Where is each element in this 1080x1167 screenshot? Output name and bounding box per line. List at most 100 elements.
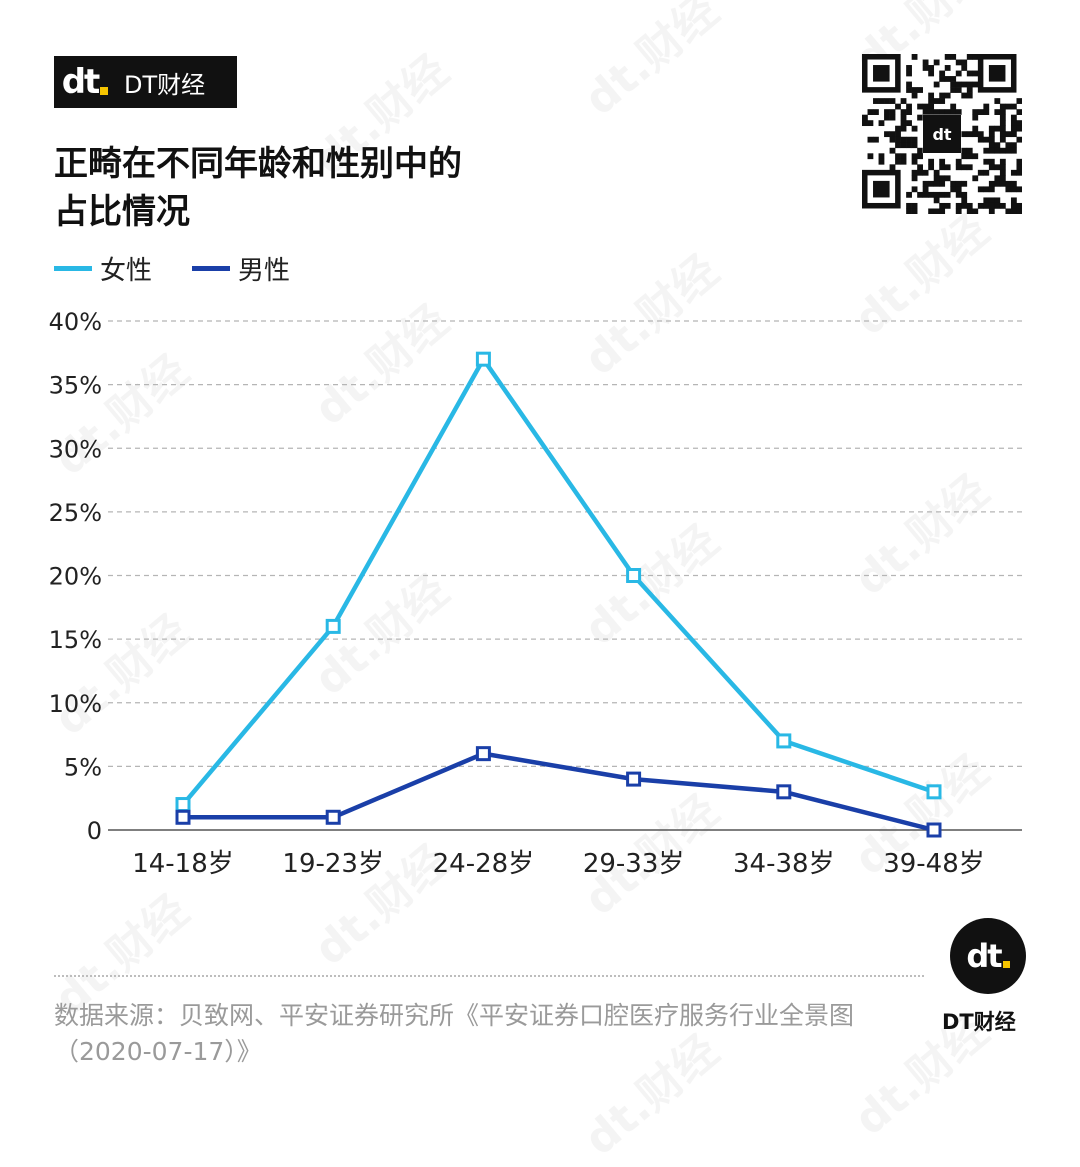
qr-module — [884, 109, 890, 115]
data-point-male — [626, 771, 642, 787]
chart-title-line-2: 占比情况 — [54, 192, 190, 232]
qr-module — [988, 186, 995, 193]
legend-label-female: 女性 — [100, 256, 153, 286]
legend-label-male: 男性 — [238, 256, 291, 286]
qr-module — [939, 70, 946, 77]
qr-module — [906, 70, 912, 77]
qr-module — [867, 153, 874, 160]
qr-module — [917, 164, 923, 171]
qr-module — [906, 103, 912, 110]
qr-module — [939, 208, 946, 214]
qr-module — [966, 147, 973, 154]
qr-module — [999, 180, 1006, 187]
qr-module — [878, 153, 885, 160]
qr-module — [911, 169, 918, 176]
qr-module — [999, 120, 1006, 127]
qr-module — [889, 114, 896, 121]
qr-module — [950, 81, 957, 88]
qr-module — [911, 158, 918, 165]
qr-module — [955, 109, 962, 115]
qr-module — [911, 92, 918, 99]
legend-swatch-female — [54, 266, 92, 271]
series-line-female — [181, 356, 935, 807]
qr-module — [972, 208, 979, 214]
footer-divider — [54, 975, 924, 977]
qr-module — [977, 109, 984, 115]
qr-module — [862, 120, 868, 127]
qr-module — [994, 125, 1001, 132]
qr-module — [1016, 98, 1022, 104]
legend-item-female: 女性 — [54, 250, 152, 287]
qr-module — [917, 103, 923, 110]
qr-module — [1016, 202, 1022, 209]
qr-module — [955, 191, 962, 198]
qr-module — [889, 164, 896, 171]
qr-module — [977, 136, 984, 143]
data-point-male — [776, 784, 792, 800]
qr-module — [900, 142, 907, 149]
qr-module — [867, 136, 874, 143]
qr-module — [884, 114, 890, 121]
qr-module — [972, 81, 979, 88]
qr-module — [928, 70, 935, 77]
qr-module — [983, 197, 990, 204]
qr-module — [977, 202, 984, 209]
qr-module — [961, 131, 968, 138]
y-tick-label: 10% — [49, 690, 102, 718]
qr-module — [1010, 186, 1017, 193]
qr-module — [928, 208, 935, 214]
y-tick-label: 40% — [49, 308, 102, 336]
qr-module — [999, 169, 1006, 176]
qr-module — [917, 191, 923, 198]
qr-module — [972, 153, 979, 160]
qr-module — [955, 59, 962, 66]
qr-module — [983, 158, 990, 165]
qr-module — [999, 125, 1006, 132]
qr-module — [961, 202, 968, 209]
qr-module — [1010, 202, 1017, 209]
qr-module — [961, 147, 968, 154]
qr-module — [922, 103, 929, 110]
qr-module — [939, 158, 946, 165]
qr-module — [900, 136, 907, 143]
x-tick-label: 34-38岁 — [733, 849, 835, 879]
y-tick-label: 25% — [49, 499, 102, 527]
qr-module — [928, 103, 935, 110]
qr-center-logo: dt — [932, 125, 951, 144]
qr-module — [922, 186, 929, 193]
qr-module — [1005, 180, 1012, 187]
data-point-female — [475, 351, 491, 367]
qr-module — [977, 169, 984, 176]
qr-module — [922, 180, 929, 187]
qr-module — [994, 175, 1001, 182]
qr-module — [961, 81, 968, 88]
qr-module — [961, 197, 968, 204]
qr-module — [917, 114, 923, 121]
qr-module — [966, 164, 973, 171]
qr-module — [1010, 197, 1017, 204]
footer-brand-name: DT财经 — [942, 1010, 1016, 1034]
qr-module — [900, 109, 907, 115]
qr-module — [1005, 186, 1012, 193]
qr-module — [928, 65, 935, 71]
qr-module — [922, 169, 929, 176]
qr-module — [988, 136, 995, 143]
qr-module — [906, 87, 912, 93]
y-tick-label: 30% — [49, 435, 102, 463]
qr-module — [878, 158, 885, 165]
qr-module — [873, 180, 890, 198]
data-point-female — [926, 784, 942, 800]
qr-module — [1005, 147, 1012, 154]
qr-module — [922, 65, 929, 71]
data-point-male — [175, 809, 191, 825]
qr-module — [1010, 208, 1017, 214]
qr-module — [999, 175, 1006, 182]
qr-module — [955, 202, 962, 209]
qr-module — [911, 136, 918, 143]
qr-module — [928, 191, 935, 198]
qr-module — [994, 164, 1001, 171]
qr-module — [1010, 103, 1017, 110]
qr-module — [917, 147, 923, 154]
qr-module — [1010, 169, 1017, 176]
x-tick-label: 24-28岁 — [433, 849, 535, 879]
